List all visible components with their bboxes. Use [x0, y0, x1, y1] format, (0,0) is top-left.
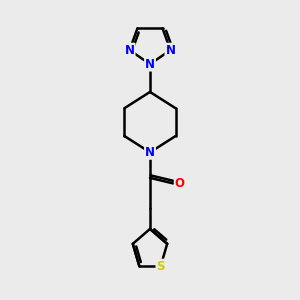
Text: N: N: [145, 146, 155, 159]
Text: N: N: [124, 44, 135, 57]
Text: S: S: [156, 260, 165, 273]
Text: O: O: [175, 177, 185, 190]
Text: N: N: [165, 44, 176, 57]
Text: N: N: [145, 58, 155, 70]
